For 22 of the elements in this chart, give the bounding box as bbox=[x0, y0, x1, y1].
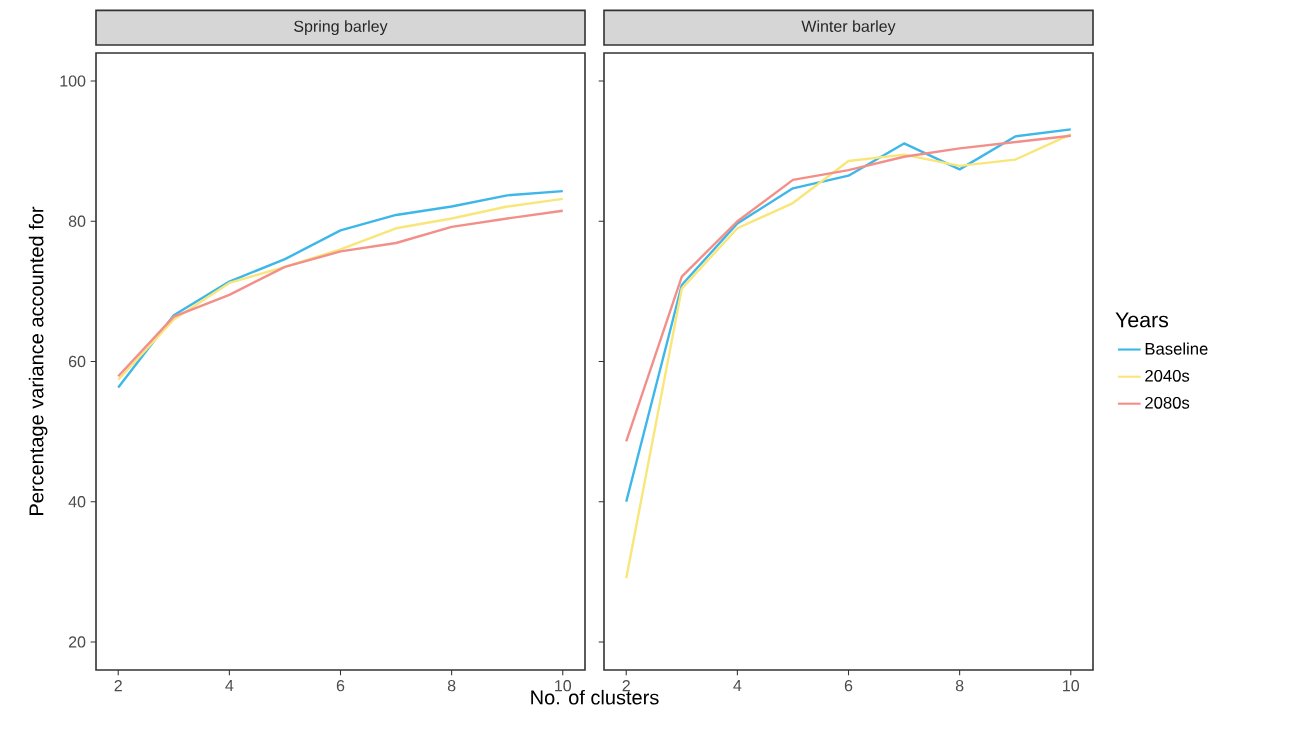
legend-label: 2080s bbox=[1145, 396, 1190, 409]
x-tick-label: 8 bbox=[447, 680, 456, 692]
x-tick-label: 2 bbox=[622, 680, 630, 692]
legend-label: 2040s bbox=[1145, 369, 1190, 382]
x-tick-label: 6 bbox=[336, 680, 345, 692]
chart-title: Winter barley bbox=[801, 20, 896, 36]
legend-title: Years bbox=[1115, 312, 1169, 328]
x-tick-label: 6 bbox=[844, 680, 853, 692]
x-tick-label: 10 bbox=[555, 680, 572, 692]
x-tick-label: 4 bbox=[225, 680, 234, 692]
y-tick-label: 40 bbox=[68, 496, 86, 508]
x-tick-label: 2 bbox=[114, 680, 122, 692]
x-tick-label: 4 bbox=[733, 680, 742, 692]
y-tick-label: 100 bbox=[60, 75, 86, 87]
y-axis-title: Percentage variance accounted for bbox=[28, 206, 48, 515]
x-tick-label: 10 bbox=[1063, 680, 1080, 692]
y-tick-label: 80 bbox=[68, 215, 86, 227]
y-tick-label: 60 bbox=[68, 355, 86, 368]
y-tick-label: 20 bbox=[68, 636, 86, 648]
legend-label: Baseline bbox=[1145, 342, 1208, 355]
chart-title: Spring barley bbox=[294, 20, 388, 36]
x-tick-label: 8 bbox=[955, 680, 964, 692]
